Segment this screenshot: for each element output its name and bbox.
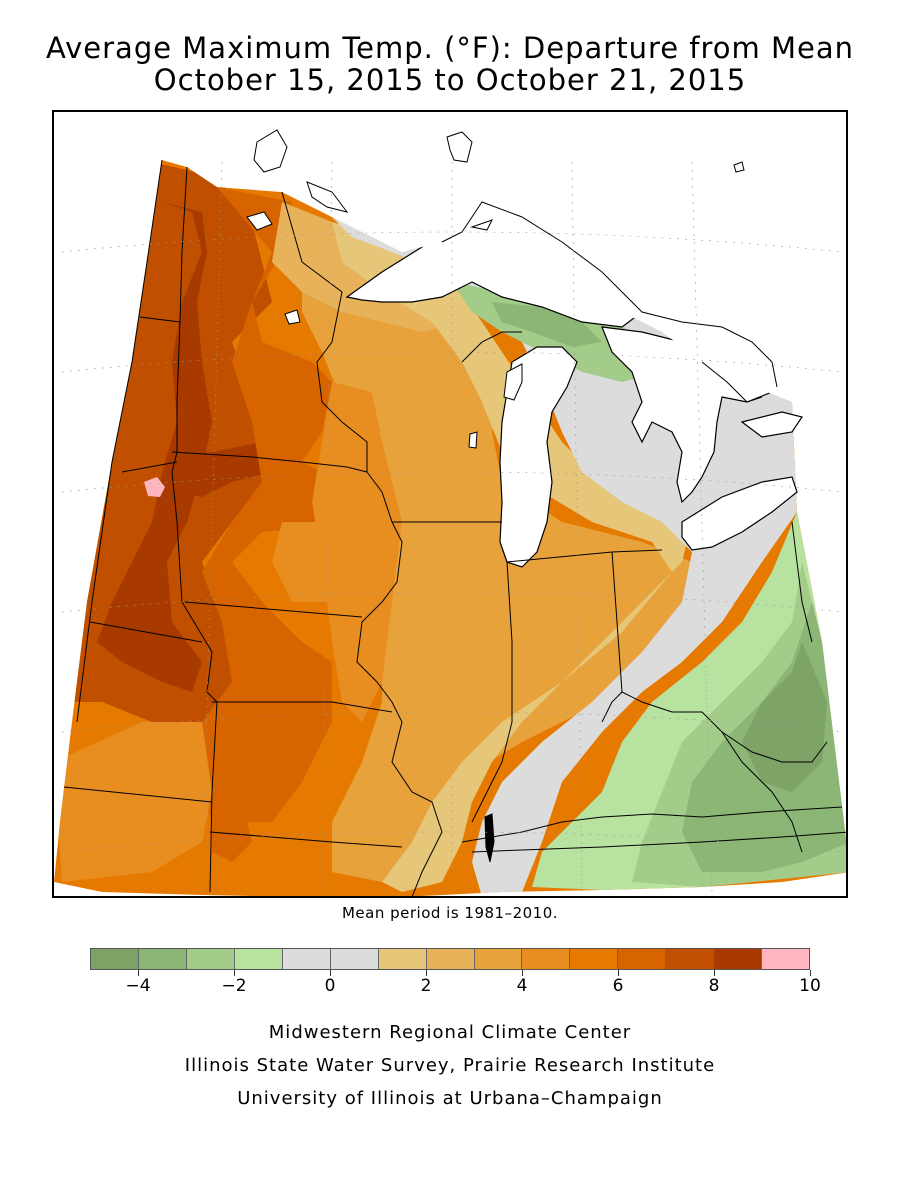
southwest-mid-orange: [54, 722, 212, 882]
legend-swatch: [426, 949, 475, 969]
minnesota-lake: [246, 211, 273, 231]
georgian-bay: [701, 361, 763, 403]
legend-swatch: [474, 949, 523, 969]
legend-tick-mark: [426, 970, 427, 976]
legend-tick-label: −4: [125, 976, 151, 996]
map-date-range: October 15, 2015 to October 21, 2015: [153, 63, 747, 97]
small-lake-wi: [468, 431, 478, 449]
legend-tick-mark: [522, 970, 523, 976]
legend-tick-mark: [234, 970, 235, 976]
south-rust-patch: [212, 802, 252, 862]
legend-tick-mark: [714, 970, 715, 976]
legend-tick-label: 10: [799, 976, 821, 996]
legend-tick-mark: [618, 970, 619, 976]
canada-landmass: [54, 112, 846, 402]
credit-line-2: Illinois State Water Survey, Prairie Res…: [184, 1055, 716, 1076]
legend-swatch: [234, 949, 283, 969]
color-legend: [90, 948, 810, 970]
legend-swatch: [91, 949, 139, 969]
legend-swatch: [378, 949, 427, 969]
lake-michigan: [499, 346, 578, 568]
legend-swatch: [138, 949, 187, 969]
central-mid-orange: [312, 382, 402, 722]
legend-tick-label: 2: [420, 976, 432, 996]
credit-line-3: University of Illinois at Urbana–Champai…: [237, 1088, 663, 1109]
eastern-dark-green: [742, 642, 827, 792]
legend-tick-mark: [138, 970, 139, 976]
legend-swatch: [570, 949, 619, 969]
lake-of-the-woods: [253, 129, 288, 173]
credit-line-1: Midwestern Regional Climate Center: [268, 1022, 632, 1043]
legend-tick-label: 6: [612, 976, 624, 996]
temperature-departure-map: [54, 112, 846, 896]
lake-ontario: [740, 411, 803, 438]
legend-swatch: [666, 949, 715, 969]
legend-swatch: [282, 949, 331, 969]
legend-tick-label: 4: [516, 976, 528, 996]
river-islands-south: [484, 813, 495, 863]
iowa-mid-orange: [272, 522, 352, 602]
rainy-lake: [306, 181, 349, 213]
lake-erie: [681, 476, 798, 551]
legend-swatch: [186, 949, 235, 969]
map-frame: [52, 110, 848, 898]
rust-interior: [192, 187, 372, 822]
state-borders: [63, 159, 846, 896]
legend-swatch: [714, 949, 763, 969]
legend-tick-label: 0: [324, 976, 336, 996]
legend-tick-label: 8: [708, 976, 720, 996]
legend-tick-mark: [810, 970, 811, 976]
map-title: Average Maximum Temp. (°F): Departure fr…: [45, 31, 855, 65]
hot-spot: [144, 477, 165, 497]
nipigon-lake: [446, 131, 473, 163]
legend-tick-label: −2: [221, 976, 247, 996]
canada-shoreline: [441, 201, 778, 388]
western-darkest-patch: [97, 202, 212, 692]
upper-peninsula-mid-green: [492, 302, 602, 347]
wisconsin-light-orange: [302, 262, 692, 882]
legend-swatch: [762, 949, 810, 969]
graticule: [61, 161, 843, 893]
legend-swatch: [618, 949, 667, 969]
isle-royale: [470, 219, 493, 231]
legend-swatch: [330, 949, 379, 969]
northwest-dark-patch: [167, 442, 272, 497]
green-bay: [503, 363, 523, 401]
small-island-east: [733, 161, 745, 173]
red-lake: [284, 309, 301, 325]
legend-tick-mark: [330, 970, 331, 976]
mean-period-note: Mean period is 1981–2010.: [341, 904, 559, 922]
legend-swatch: [522, 949, 571, 969]
